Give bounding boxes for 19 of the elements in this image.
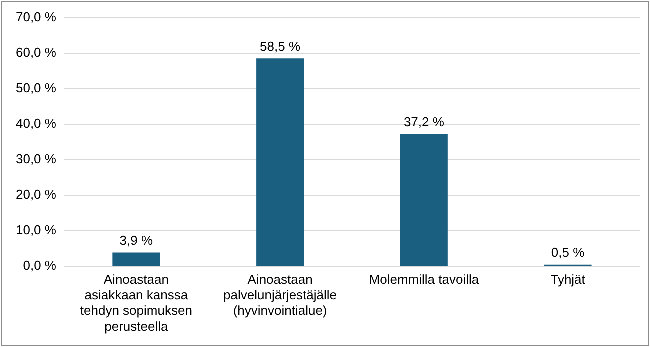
x-tick-label: Ainoastaan palvelunjärjestäjälle (hyvinvointialue) [224, 272, 338, 318]
x-tick-label: Tyhjät [550, 272, 586, 287]
y-tick-label: 20,0 % [16, 187, 57, 202]
x-tick-label: Ainoastaan asiakkaan kanssa tehdyn sopimuksen perusteella [80, 272, 192, 334]
data-label: 37,2 % [404, 114, 445, 130]
data-label: 58,5 % [260, 38, 301, 54]
data-label: 3,9 % [120, 232, 154, 248]
y-tick-label: 30,0 % [16, 152, 57, 167]
x-tick-label: Molemmilla tavoilla [369, 272, 480, 287]
y-tick-label: 70,0 % [16, 9, 57, 24]
y-tick-label: 10,0 % [16, 222, 57, 238]
bar [112, 252, 160, 266]
bar [400, 134, 448, 266]
y-tick-label: 40,0 % [16, 116, 57, 132]
y-tick-label: 0,0 % [23, 258, 57, 274]
data-label: 0,5 % [551, 244, 586, 260]
bar [256, 58, 304, 266]
y-tick-label: 50,0 % [16, 80, 57, 96]
y-tick-label: 60,0 % [16, 44, 57, 60]
